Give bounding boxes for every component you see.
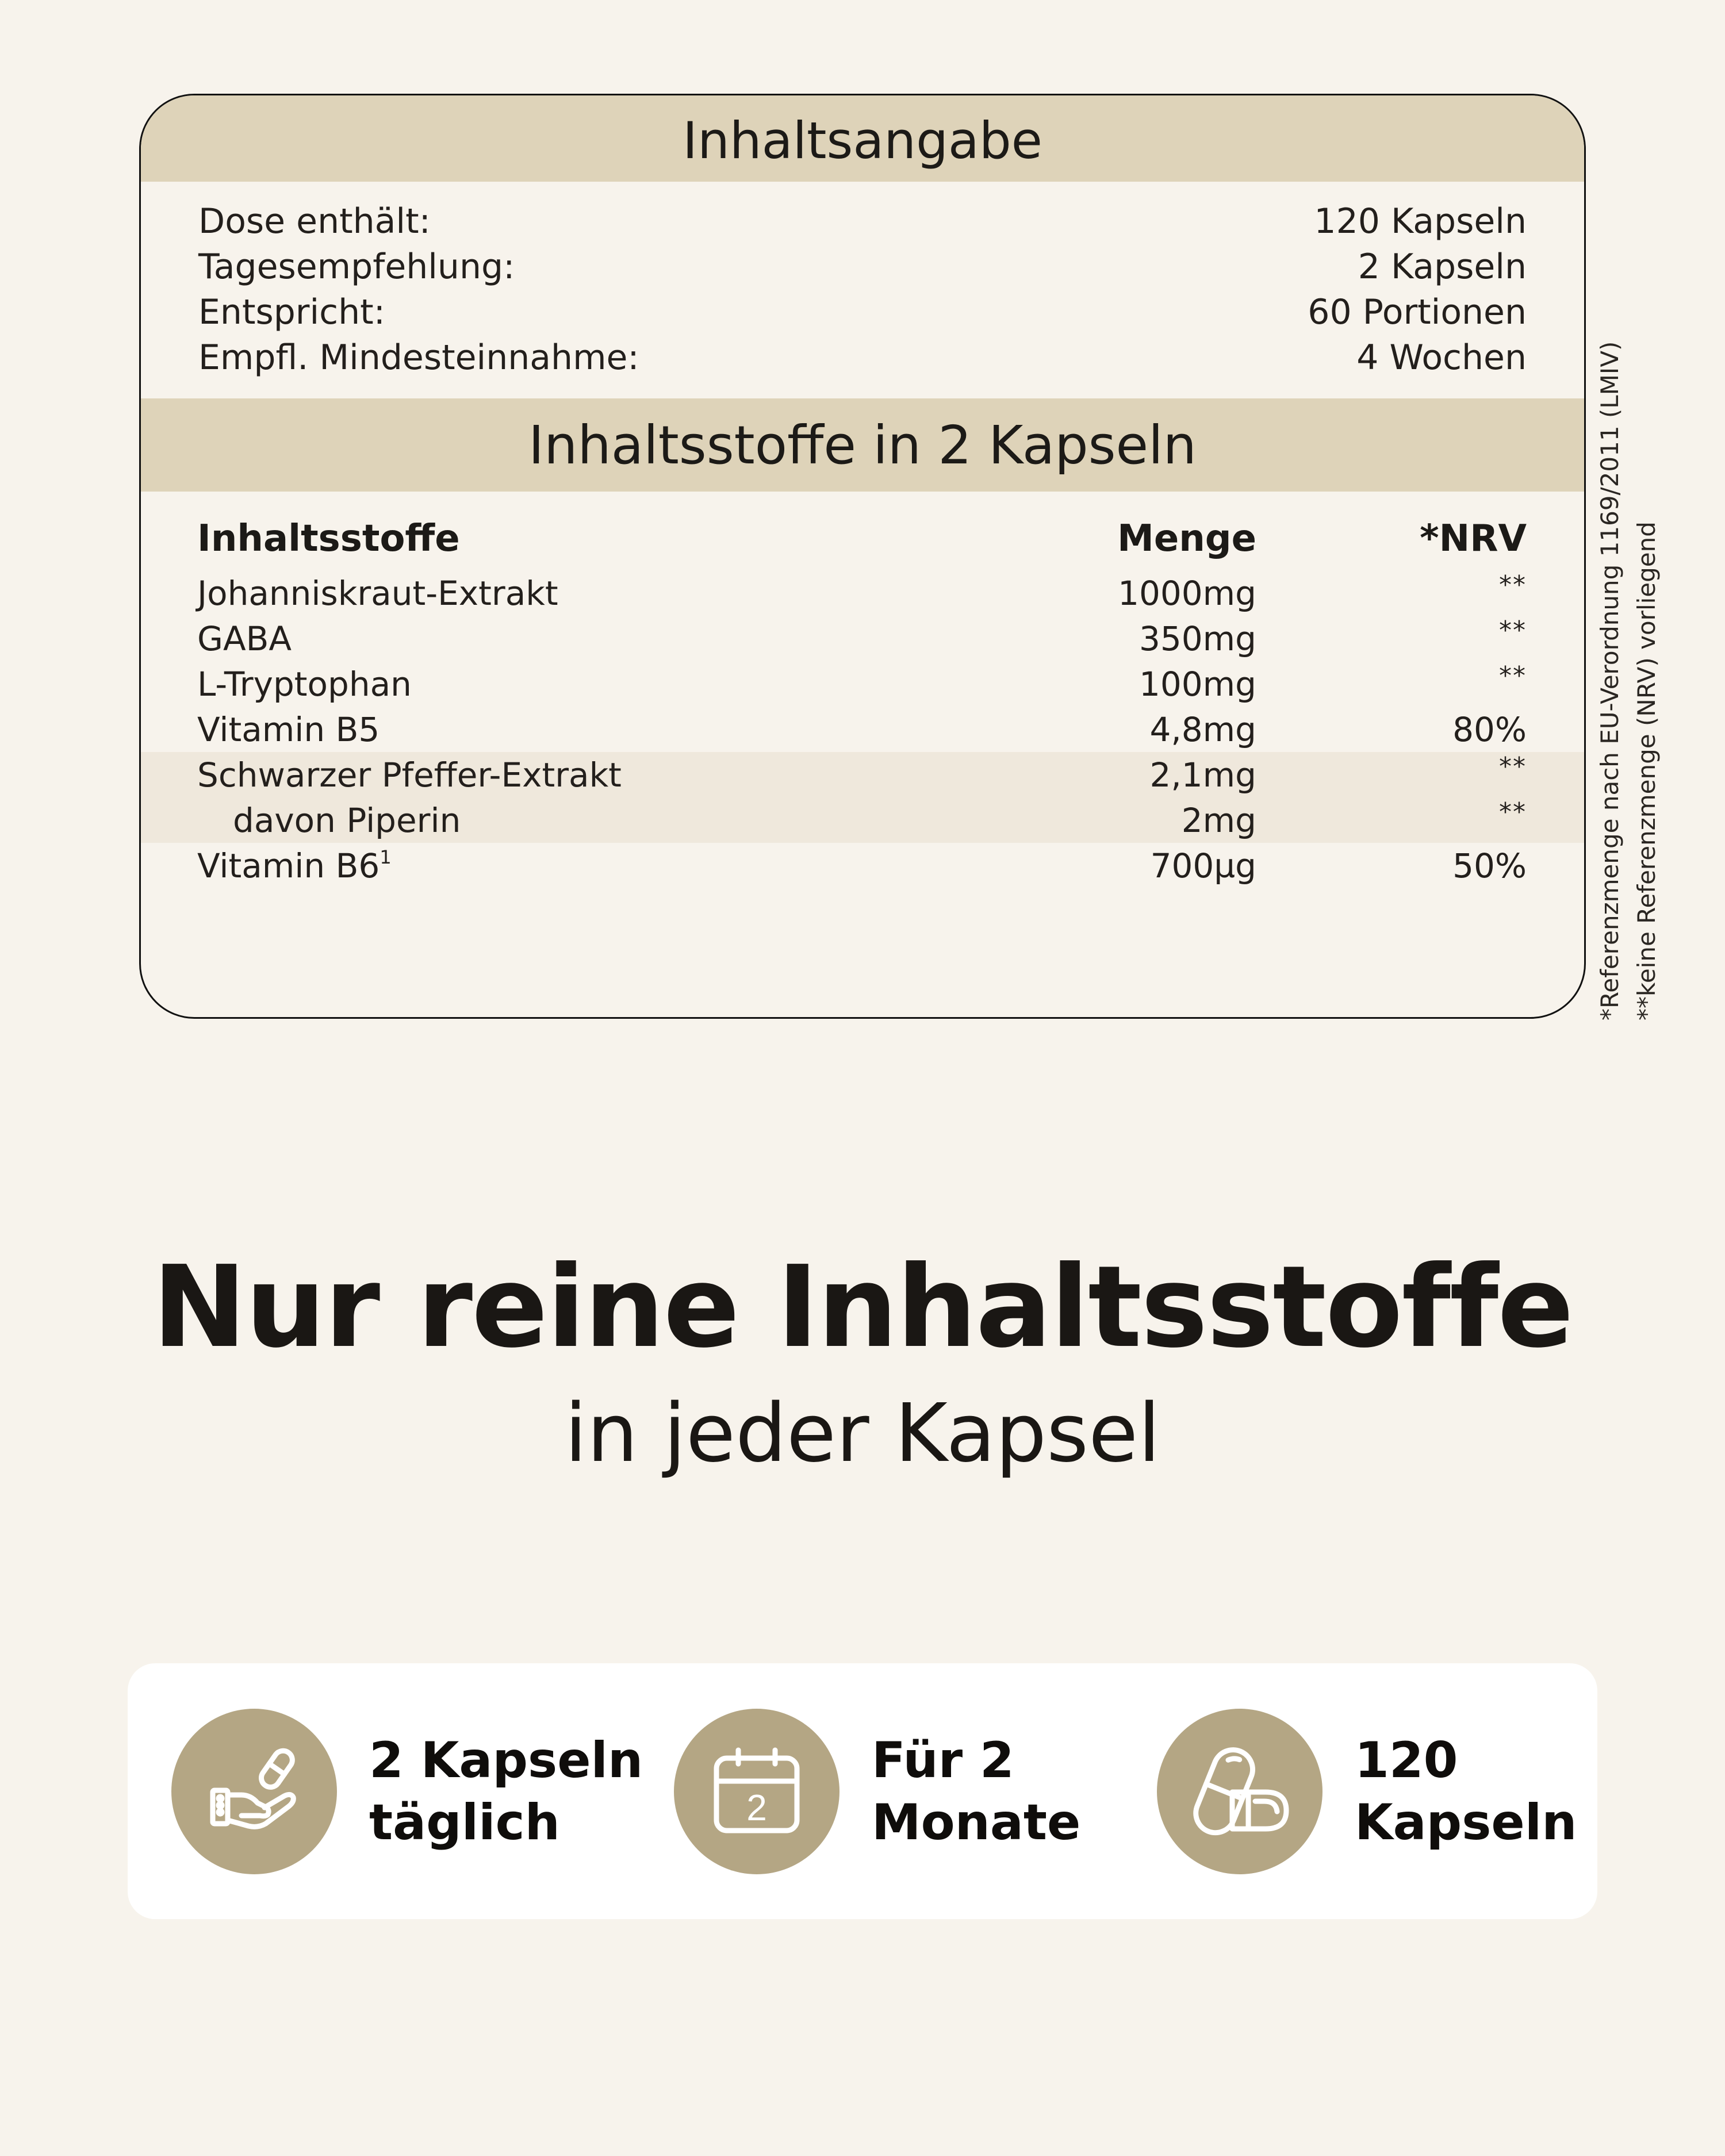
ingredient-amount: 2,1mg (1149, 755, 1256, 795)
headline-title: Nur reine Inhaltsstoffe (152, 1242, 1574, 1373)
ingredient-nrv: 80% (1452, 709, 1527, 749)
ingredient-amount: 350mg (1138, 619, 1256, 658)
capsules-icon (1157, 1708, 1322, 1874)
summary-row: Empfl. Mindesteinnahme: 4 Wochen (198, 335, 1527, 381)
ingredient-amount: 100mg (1138, 664, 1256, 704)
ingredient-nrv: ** (1499, 752, 1527, 781)
summary-value: 2 Kapseln (1358, 247, 1527, 287)
table-row: Vitamin B61 700µg 50% (141, 843, 1584, 888)
ingredient-nrv: 50% (1452, 846, 1527, 885)
supplement-facts-card: Inhaltsangabe Dose enthält: 120 Kapseln … (139, 94, 1586, 1019)
ingredient-amount: 2mg (1181, 800, 1256, 840)
header-amount: Menge (1117, 517, 1256, 560)
summary-row: Dose enthält: 120 Kapseln (198, 199, 1527, 244)
summary-value: 60 Portionen (1308, 292, 1527, 332)
footnotes-rotated: *Referenzmenge nach EU-Verordnung 1169/2… (1592, 290, 1665, 1021)
feature-text: 120 Kapseln (1355, 1729, 1577, 1854)
ingredients-table: Inhaltsstoffe Menge *NRV Johanniskraut-E… (141, 507, 1584, 888)
feature-text: 2 Kapseln täglich (369, 1729, 643, 1854)
header-nrv: *NRV (1420, 517, 1527, 560)
feature-duration: 2 Für 2 Monate (674, 1663, 1080, 1919)
ingredient-name-cell: Vitamin B61 (197, 846, 992, 885)
feature-line1: Für 2 (872, 1731, 1014, 1789)
ingredient-name: Vitamin B5 (197, 709, 380, 749)
summary-value: 4 Wochen (1356, 337, 1527, 378)
feature-line2: Monate (872, 1793, 1081, 1851)
feature-line1: 120 (1355, 1731, 1458, 1789)
ingredient-name: GABA (197, 619, 292, 658)
table-row: L-Tryptophan 100mg ** (141, 661, 1584, 707)
table-header: Inhaltsstoffe Menge *NRV (141, 507, 1584, 570)
summary-label: Dose enthält: (198, 201, 431, 241)
section-title: Inhaltsstoffe in 2 Kapseln (141, 398, 1584, 492)
ingredient-name: Vitamin B6 (197, 846, 380, 885)
ingredient-name: L-Tryptophan (197, 664, 412, 704)
calendar-icon: 2 (674, 1708, 839, 1874)
table-row: Vitamin B5 4,8mg 80% (141, 707, 1584, 752)
ingredient-name: Johanniskraut-Extrakt (197, 573, 558, 613)
summary-label: Tagesempfehlung: (198, 247, 515, 287)
ingredient-name: Schwarzer Pfeffer-Extrakt (197, 755, 622, 795)
footnote-no-reference: **keine Referenzmenge (NRV) vorliegend (1632, 521, 1661, 1021)
ingredient-nrv: ** (1499, 616, 1527, 645)
feature-daily-dose: 2 Kapseln täglich (171, 1663, 643, 1919)
summary-row: Tagesempfehlung: 2 Kapseln (198, 244, 1527, 290)
header-name: Inhaltsstoffe (197, 517, 460, 560)
summary-value: 120 Kapseln (1314, 201, 1527, 241)
table-row-highlighted: Schwarzer Pfeffer-Extrakt 2,1mg ** (141, 752, 1584, 797)
summary-row: Entspricht: 60 Portionen (198, 290, 1527, 335)
table-row-sub: davon Piperin 2mg ** (141, 797, 1584, 843)
summary-list: Dose enthält: 120 Kapseln Tagesempfehlun… (198, 199, 1527, 381)
ingredient-nrv: ** (1499, 661, 1527, 690)
feature-line1: 2 Kapseln (369, 1731, 643, 1789)
footnote-nrv-reference: *Referenzmenge nach EU-Verordnung 1169/2… (1596, 341, 1624, 1021)
table-row: GABA 350mg ** (141, 616, 1584, 661)
feature-line2: täglich (369, 1793, 560, 1851)
ingredient-name: davon Piperin (233, 800, 461, 840)
footnotes: *Referenzmenge nach EU-Verordnung 1169/2… (1592, 290, 1666, 1021)
hand-capsule-icon (171, 1708, 337, 1874)
footnote-marker: 1 (379, 846, 392, 868)
summary-label: Empfl. Mindesteinnahme: (198, 337, 639, 378)
ingredient-amount: 4,8mg (1149, 709, 1256, 749)
feature-text: Für 2 Monate (872, 1729, 1080, 1854)
ingredient-amount: 700µg (1150, 846, 1256, 885)
features-card: 2 Kapseln täglich 2 Für 2 Monate (128, 1663, 1597, 1919)
ingredient-amount: 1000mg (1118, 573, 1256, 613)
feature-capsule-count: 120 Kapseln (1157, 1663, 1577, 1919)
table-row: Johanniskraut-Extrakt 1000mg ** (141, 570, 1584, 616)
headline-subtitle: in jeder Kapsel (564, 1387, 1161, 1480)
label-title: Inhaltsangabe (141, 95, 1584, 182)
ingredient-nrv: ** (1499, 570, 1527, 600)
calendar-number: 2 (746, 1787, 767, 1828)
summary-label: Entspricht: (198, 292, 385, 332)
feature-line2: Kapseln (1355, 1793, 1577, 1851)
ingredient-nrv: ** (1499, 797, 1527, 827)
